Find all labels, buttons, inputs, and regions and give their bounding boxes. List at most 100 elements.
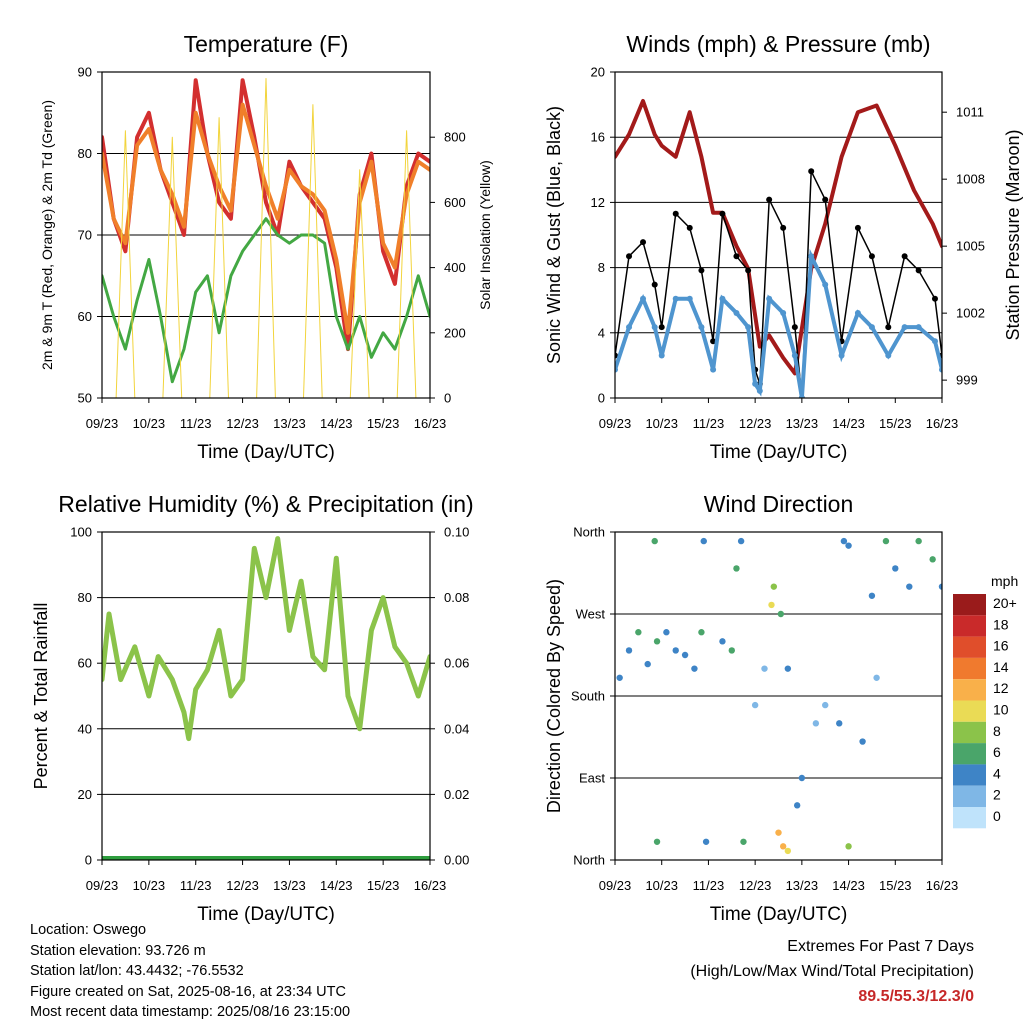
x-tick-label: 10/23 bbox=[645, 878, 678, 893]
x-tick-label: 16/23 bbox=[926, 416, 959, 431]
y2-tick-label: 1008 bbox=[956, 172, 985, 187]
colorbar-label: 16 bbox=[993, 638, 1009, 654]
x-tick-label: 11/23 bbox=[180, 416, 212, 431]
latlon-text: Station lat/lon: 43.4432; -76.5532 bbox=[30, 963, 244, 979]
point-wind bbox=[885, 352, 892, 359]
direction-point bbox=[737, 537, 745, 545]
colorbar-label: 2 bbox=[993, 787, 1001, 803]
direction-point bbox=[691, 665, 698, 672]
point-wind bbox=[733, 309, 740, 316]
plot-frame-0 bbox=[101, 71, 431, 399]
direction-point bbox=[793, 802, 801, 809]
elevation-text: Station elevation: 93.726 m bbox=[30, 942, 206, 959]
direction-point bbox=[625, 647, 633, 654]
direction-point bbox=[761, 665, 768, 672]
point-gust bbox=[915, 267, 922, 274]
colorbar-title: mph bbox=[991, 573, 1018, 589]
direction-point bbox=[822, 701, 829, 709]
y-axis-label-left: Sonic Wind & Gust (Blue, Black) bbox=[544, 106, 564, 364]
direction-point bbox=[784, 847, 792, 855]
point-gust bbox=[780, 224, 787, 231]
point-gust bbox=[733, 253, 740, 260]
y-tick-label: 0 bbox=[598, 391, 605, 406]
colorbar-label: 18 bbox=[993, 616, 1009, 632]
point-wind bbox=[615, 366, 618, 373]
y2-tick-label: 0.04 bbox=[444, 721, 469, 736]
point-wind bbox=[915, 324, 922, 331]
x-tick-label: 11/23 bbox=[180, 878, 212, 893]
colorbar-swatch bbox=[953, 764, 986, 786]
x-tick-label: 15/23 bbox=[879, 878, 912, 893]
x-tick-label: 15/23 bbox=[879, 416, 912, 431]
point-wind bbox=[808, 253, 815, 260]
direction-point bbox=[845, 542, 852, 549]
point-gust bbox=[658, 324, 665, 331]
point-gust bbox=[651, 281, 658, 288]
y2-tick-label: 0.08 bbox=[444, 590, 469, 605]
x-tick-label: 16/23 bbox=[414, 416, 447, 431]
point-wind bbox=[710, 366, 717, 373]
series-9m-t bbox=[102, 102, 430, 335]
station-info: Location: Oswego Station elevation: 93.7… bbox=[30, 920, 350, 1023]
extremes-values: 89.5/55.3/12.3/0 bbox=[858, 988, 974, 1005]
y-tick-label: 80 bbox=[78, 590, 92, 605]
y-tick-label: 50 bbox=[78, 391, 92, 406]
direction-point bbox=[700, 537, 707, 545]
colorbar-swatch bbox=[953, 615, 986, 637]
y2-tick-label: 0 bbox=[444, 391, 451, 406]
direction-point bbox=[812, 720, 820, 727]
plot-frame-1 bbox=[614, 71, 943, 399]
chart-title-1: Winds (mph) & Pressure (mb) bbox=[626, 31, 930, 57]
point-gust bbox=[719, 210, 726, 217]
direction-point bbox=[779, 843, 787, 850]
y2-tick-label: 600 bbox=[444, 195, 466, 210]
x-tick-label: 10/23 bbox=[133, 416, 166, 431]
y2-tick-label: 0.02 bbox=[444, 787, 469, 802]
series-gust-line bbox=[615, 170, 942, 398]
y-tick-label: 40 bbox=[78, 721, 92, 736]
point-gust bbox=[901, 253, 908, 260]
colorbar-swatch bbox=[953, 700, 986, 722]
location-text: Location: Oswego bbox=[30, 922, 147, 938]
y2-tick-label: 1011 bbox=[956, 105, 984, 120]
point-gust bbox=[931, 295, 938, 302]
y-tick-label: North bbox=[573, 853, 605, 868]
direction-point bbox=[681, 651, 689, 659]
x-tick-label: 10/23 bbox=[645, 416, 678, 431]
x-axis-label: Time (Day/UTC) bbox=[710, 442, 848, 463]
x-tick-label: 09/23 bbox=[86, 878, 119, 893]
y2-tick-label: 0.00 bbox=[444, 853, 469, 868]
point-gust bbox=[640, 239, 647, 246]
y2-tick-label: 999 bbox=[956, 373, 978, 388]
y-tick-label: 0 bbox=[85, 853, 92, 868]
direction-point bbox=[733, 565, 740, 572]
direction-point bbox=[770, 583, 778, 590]
direction-point bbox=[859, 738, 866, 745]
y2-tick-label: 1002 bbox=[956, 306, 985, 321]
colorbar-swatch bbox=[953, 721, 986, 744]
series-wind-line bbox=[615, 248, 942, 398]
point-wind bbox=[698, 324, 705, 331]
y-axis-label-left: Percent & Total Rainfall bbox=[31, 603, 51, 790]
x-tick-label: 14/23 bbox=[832, 878, 865, 893]
plot-frame-3 bbox=[614, 531, 943, 861]
x-tick-label: 09/23 bbox=[599, 878, 632, 893]
direction-point bbox=[740, 838, 747, 845]
y-tick-label: 20 bbox=[591, 65, 605, 80]
colorbar-label: 0 bbox=[993, 808, 1001, 824]
direction-point bbox=[616, 674, 623, 681]
direction-point bbox=[635, 629, 642, 636]
direction-point bbox=[672, 647, 679, 654]
x-tick-label: 16/23 bbox=[414, 878, 447, 893]
point-wind bbox=[854, 309, 861, 316]
point-wind bbox=[868, 324, 875, 331]
point-wind bbox=[752, 380, 759, 387]
y2-tick-label: 1005 bbox=[956, 239, 985, 254]
x-tick-label: 11/23 bbox=[693, 878, 725, 893]
point-wind bbox=[756, 387, 763, 394]
y-tick-label: 80 bbox=[78, 146, 92, 161]
direction-point bbox=[882, 537, 890, 545]
colorbar-label: 20+ bbox=[993, 595, 1017, 611]
point-wind bbox=[672, 295, 679, 302]
direction-point bbox=[768, 601, 775, 609]
